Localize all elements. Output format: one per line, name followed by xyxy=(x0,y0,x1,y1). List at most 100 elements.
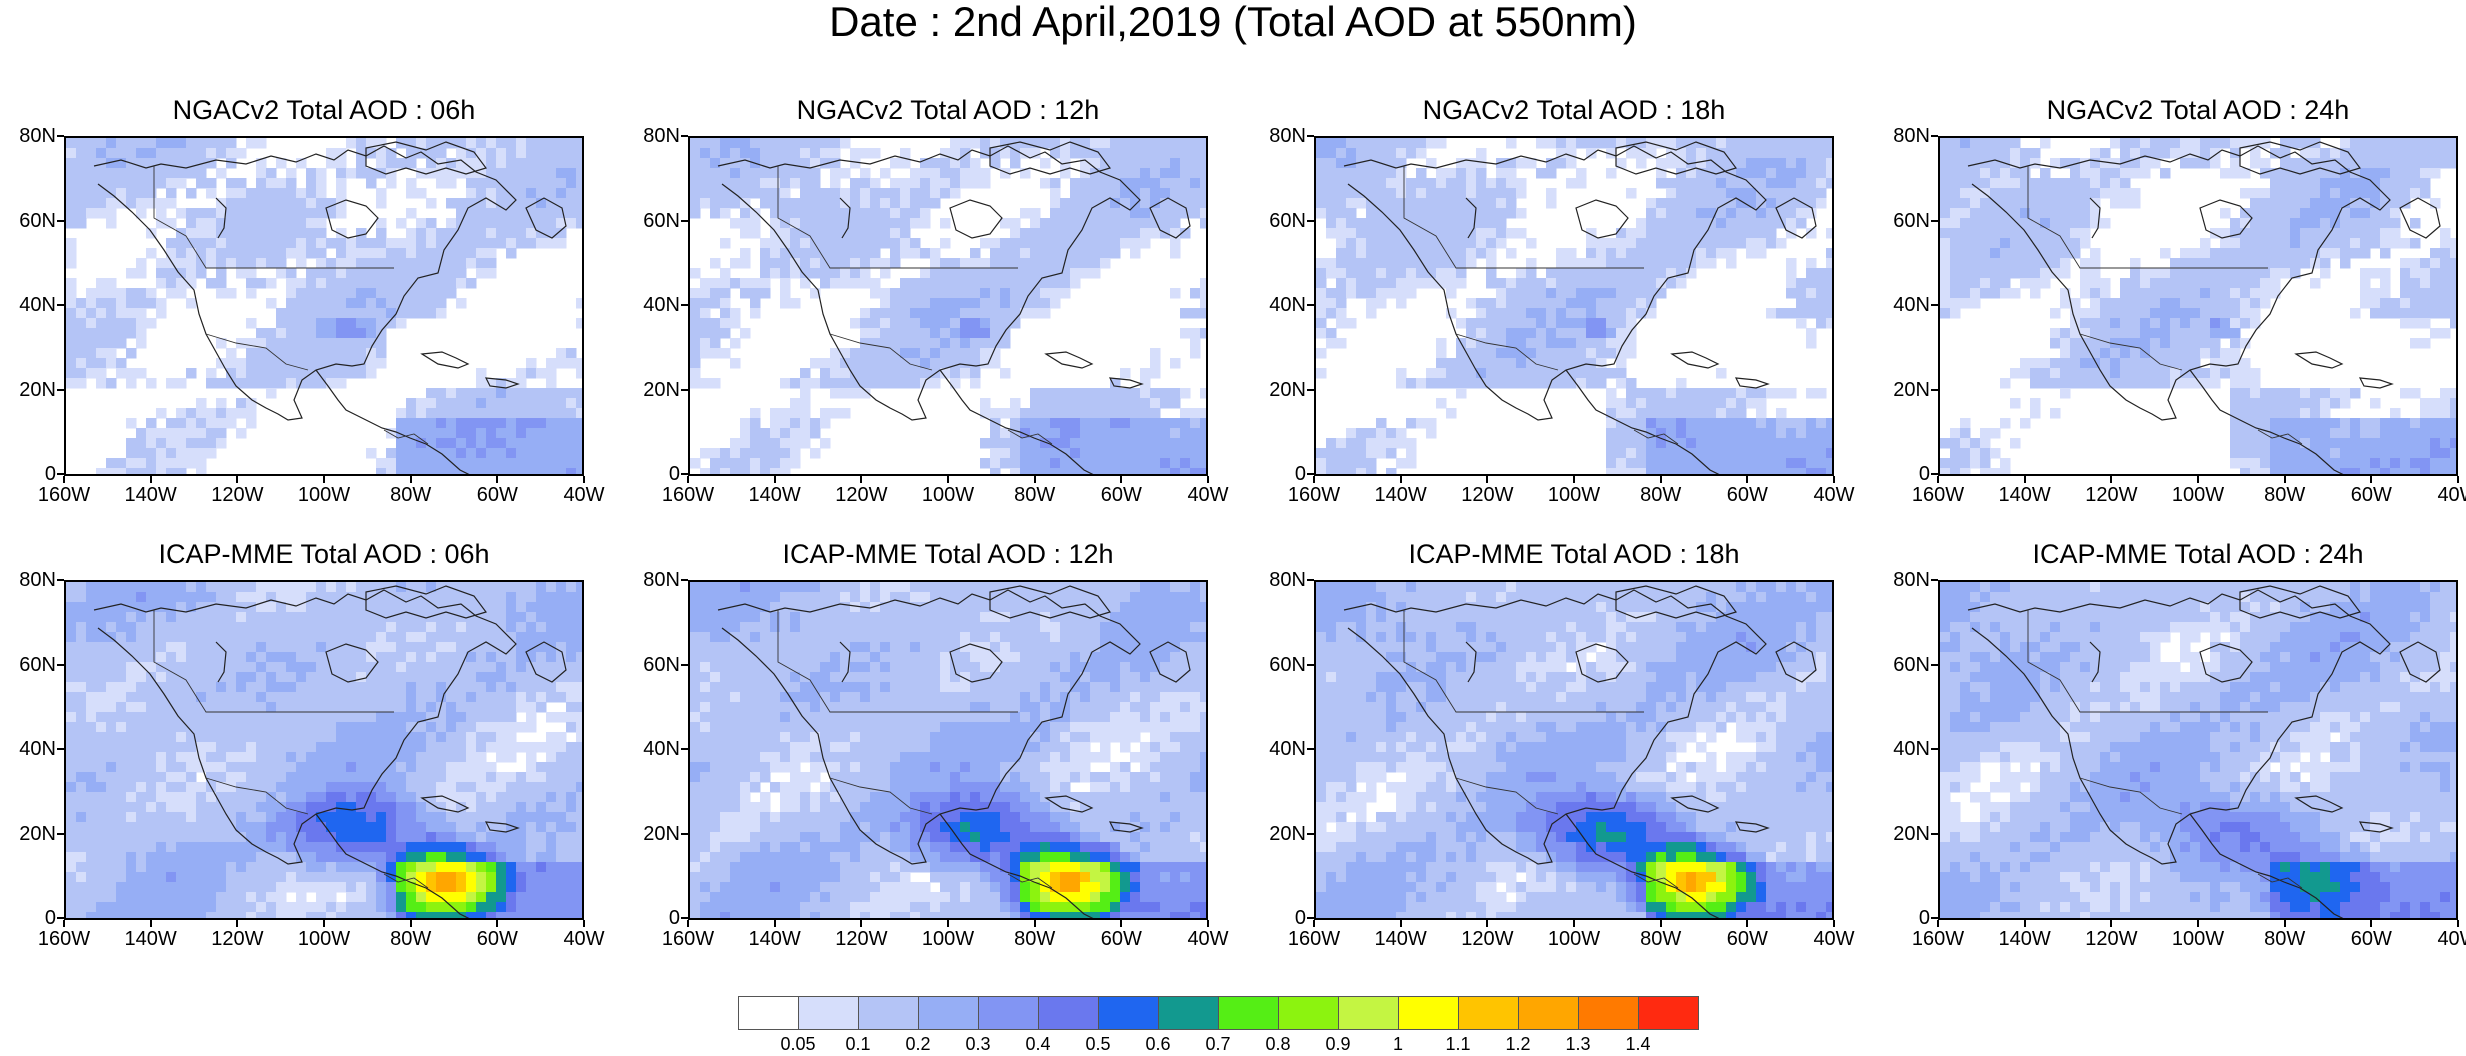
coastlines xyxy=(1343,141,1817,474)
longitude-label: 60W xyxy=(2350,484,2392,506)
aod-field xyxy=(1940,138,2456,474)
latitude-label: 40N xyxy=(1893,738,1930,760)
panel-title: ICAP-MME Total AOD : 18h xyxy=(1408,539,1740,569)
aod-field xyxy=(1940,582,2456,918)
latitude-label: 40N xyxy=(1893,294,1930,316)
latitude-tick xyxy=(57,832,64,835)
longitude-tick xyxy=(1746,920,1749,927)
colorbar-swatch xyxy=(1518,996,1579,1030)
coastlines xyxy=(1343,585,1817,918)
longitude-label: 160W xyxy=(1911,928,1965,950)
country-borders xyxy=(2027,166,2303,445)
longitude-label: 40W xyxy=(2437,928,2466,950)
longitude-label: 100W xyxy=(2171,484,2225,506)
aod-map xyxy=(688,136,1208,476)
latitude-label: 80N xyxy=(1893,569,1930,591)
latitude-tick xyxy=(681,473,688,475)
longitude-label: 80W xyxy=(390,928,432,950)
longitude-label: 100W xyxy=(921,928,975,950)
longitude-label: 120W xyxy=(2085,484,2138,506)
latitude-tick xyxy=(57,917,64,919)
aod-shading xyxy=(66,138,582,474)
longitude-label: 40W xyxy=(1813,928,1855,950)
longitude-label: 100W xyxy=(2171,928,2225,950)
latitude-label: 80N xyxy=(643,125,680,147)
longitude-tick xyxy=(149,920,152,927)
longitude-label: 40W xyxy=(1813,484,1855,506)
aod-shading xyxy=(1940,138,2456,474)
latitude-label: 20N xyxy=(1893,822,1930,845)
map-panel: ICAP-MME Total AOD : 18h 80N 60N 40N 20N 0 160… xyxy=(1269,539,1854,950)
latitude-tick xyxy=(681,388,688,391)
longitude-label: 120W xyxy=(211,484,264,506)
latitude-label: 0 xyxy=(44,463,56,485)
latitude-label: 80N xyxy=(1893,125,1930,147)
latitude-label: 20N xyxy=(643,822,680,845)
colorbar-label: 0.6 xyxy=(1145,1034,1171,1054)
longitude-label: 140W xyxy=(1998,928,2051,950)
aod-field xyxy=(66,582,582,918)
longitude-tick xyxy=(1399,920,1402,927)
latitude-label: 20N xyxy=(643,378,680,401)
longitude-tick xyxy=(1033,476,1036,483)
latitude-label: 0 xyxy=(1918,463,1930,485)
latitude-tick xyxy=(57,219,64,222)
longitude-tick xyxy=(149,476,152,483)
colorbar-swatch xyxy=(1158,996,1219,1030)
colorbar-swatch xyxy=(918,996,979,1030)
aod-map xyxy=(688,580,1208,920)
latitude-tick xyxy=(1307,663,1314,666)
colorbar-label: 1 xyxy=(1392,1034,1403,1054)
longitude-tick xyxy=(1937,920,1939,927)
longitude-tick xyxy=(1313,920,1315,927)
colorbar-label: 0.9 xyxy=(1325,1034,1351,1054)
latitude-label: 60N xyxy=(19,653,56,676)
latitude-tick xyxy=(57,388,64,391)
longitude-label: 160W xyxy=(37,928,91,950)
longitude-label: 80W xyxy=(1640,928,1682,950)
latitude-label: 80N xyxy=(1269,125,1306,147)
colorbar-label: 1.1 xyxy=(1445,1034,1471,1054)
longitude-label: 80W xyxy=(2264,484,2306,506)
longitude-tick xyxy=(947,476,949,483)
longitude-tick xyxy=(63,476,65,483)
longitude-tick xyxy=(2283,920,2286,927)
longitude-label: 160W xyxy=(1287,928,1341,950)
map-panel: ICAP-MME Total AOD : 06h 80N 60N 40N 20N 0 160… xyxy=(19,539,604,950)
latitude-tick xyxy=(1931,304,1938,306)
latitude-label: 40N xyxy=(19,294,56,316)
longitude-label: 80W xyxy=(1640,484,1682,506)
latitude-tick xyxy=(1307,388,1314,391)
latitude-tick xyxy=(1307,304,1314,306)
panel-title: NGACv2 Total AOD : 18h xyxy=(1422,95,1726,125)
longitude-label: 80W xyxy=(2264,928,2306,950)
latitude-tick xyxy=(57,135,64,137)
colorbar-swatch xyxy=(1338,996,1399,1030)
colorbar-label: 0.4 xyxy=(1025,1034,1051,1054)
longitude-tick xyxy=(2110,476,2113,483)
latitude-label: 80N xyxy=(19,125,56,147)
latitude-label: 80N xyxy=(643,569,680,591)
country-borders xyxy=(153,610,429,889)
aod-map xyxy=(1314,136,1834,476)
colorbar-label: 0.3 xyxy=(965,1034,991,1054)
longitude-tick xyxy=(773,476,776,483)
aod-shading xyxy=(690,138,1206,474)
longitude-label: 60W xyxy=(2350,928,2392,950)
longitude-tick xyxy=(2197,476,2199,483)
page-title: Date : 2nd April,2019 (Total AOD at 550n… xyxy=(829,0,1637,45)
latitude-tick xyxy=(57,304,64,306)
longitude-label: 140W xyxy=(124,928,177,950)
coastlines xyxy=(717,585,1191,918)
longitude-tick xyxy=(323,920,325,927)
colorbar-label: 0.05 xyxy=(780,1034,816,1054)
latitude-label: 40N xyxy=(643,738,680,760)
latitude-label: 60N xyxy=(643,653,680,676)
longitude-tick xyxy=(496,476,499,483)
longitude-tick xyxy=(687,920,689,927)
coastlines xyxy=(93,585,567,918)
latitude-tick xyxy=(1931,135,1938,137)
country-borders xyxy=(777,610,1053,889)
panel-title: ICAP-MME Total AOD : 06h xyxy=(158,539,490,569)
longitude-label: 120W xyxy=(835,928,888,950)
